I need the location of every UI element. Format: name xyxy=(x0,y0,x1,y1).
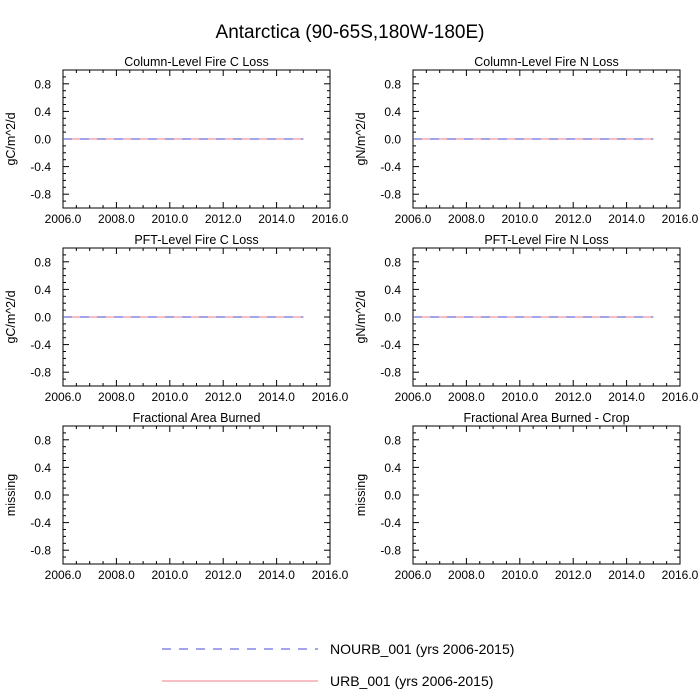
y-tick-label: -0.4 xyxy=(380,516,401,530)
x-tick-label: 2006.0 xyxy=(45,568,82,582)
x-tick-label: 2006.0 xyxy=(45,390,82,404)
y-tick-label: 0.8 xyxy=(34,77,51,91)
y-tick-label: 0.8 xyxy=(384,255,401,269)
y-axis-label: gN/m^2/d xyxy=(354,112,368,165)
y-tick-label: -0.8 xyxy=(380,366,401,380)
y-tick-label: 0.8 xyxy=(34,433,51,447)
x-tick-label: 2014.0 xyxy=(258,390,295,404)
y-tick-label: 0.0 xyxy=(34,311,51,325)
y-tick-label: 0.4 xyxy=(34,461,51,475)
y-tick-label: 0.8 xyxy=(34,255,51,269)
x-tick-label: 2014.0 xyxy=(608,568,645,582)
y-tick-label: -0.8 xyxy=(380,188,401,202)
legend-label-urb: URB_001 (yrs 2006-2015) xyxy=(330,673,494,689)
x-tick-label: 2008.0 xyxy=(448,390,485,404)
y-tick-label: 0.0 xyxy=(384,133,401,147)
panel-title: Column-Level Fire N Loss xyxy=(474,55,619,69)
x-tick-label: 2012.0 xyxy=(555,390,592,404)
x-tick-label: 2006.0 xyxy=(395,568,432,582)
y-axis-label: missing xyxy=(4,474,18,516)
x-tick-label: 2016.0 xyxy=(312,568,349,582)
y-tick-label: -0.8 xyxy=(30,544,51,558)
y-tick-label: 0.8 xyxy=(384,77,401,91)
y-tick-label: 0.4 xyxy=(384,461,401,475)
legend-item-nourb: NOURB_001 (yrs 2006-2015) xyxy=(160,638,580,660)
y-axis-label: gC/m^2/d xyxy=(4,290,18,343)
legend-item-urb: URB_001 (yrs 2006-2015) xyxy=(160,670,580,692)
x-tick-label: 2008.0 xyxy=(98,390,135,404)
x-tick-label: 2006.0 xyxy=(395,212,432,226)
x-tick-label: 2010.0 xyxy=(151,390,188,404)
x-tick-label: 2016.0 xyxy=(662,212,699,226)
legend-swatch-solid xyxy=(162,680,318,682)
x-tick-label: 2006.0 xyxy=(45,212,82,226)
x-tick-label: 2014.0 xyxy=(258,212,295,226)
y-axis-label: missing xyxy=(354,474,368,516)
y-tick-label: -0.4 xyxy=(380,160,401,174)
x-tick-label: 2014.0 xyxy=(258,568,295,582)
y-tick-label: 0.0 xyxy=(34,489,51,503)
x-tick-label: 2012.0 xyxy=(205,390,242,404)
plot-frame xyxy=(62,425,331,565)
y-tick-label: 0.8 xyxy=(384,433,401,447)
y-tick-label: -0.8 xyxy=(30,366,51,380)
x-tick-label: 2006.0 xyxy=(395,390,432,404)
y-tick-label: -0.4 xyxy=(30,516,51,530)
x-tick-label: 2010.0 xyxy=(151,212,188,226)
y-tick-label: -0.8 xyxy=(380,544,401,558)
x-tick-label: 2012.0 xyxy=(555,212,592,226)
x-tick-label: 2008.0 xyxy=(98,568,135,582)
y-tick-label: 0.0 xyxy=(384,489,401,503)
y-tick-label: 0.4 xyxy=(384,283,401,297)
x-tick-label: 2010.0 xyxy=(501,390,538,404)
x-tick-label: 2010.0 xyxy=(501,568,538,582)
panel-2: Column-Level Fire N Loss gN/m^2/d 2006.0 20… xyxy=(354,55,699,226)
y-axis-label: gC/m^2/d xyxy=(4,112,18,165)
x-tick-label: 2008.0 xyxy=(98,212,135,226)
x-tick-label: 2014.0 xyxy=(608,212,645,226)
x-tick-label: 2016.0 xyxy=(662,390,699,404)
y-axis-label: gN/m^2/d xyxy=(354,290,368,343)
panel-title: Column-Level Fire C Loss xyxy=(124,55,269,69)
panel-3: PFT-Level Fire C Loss gC/m^2/d 2006.0 2008.… xyxy=(4,233,349,404)
panel-title: PFT-Level Fire N Loss xyxy=(484,233,608,247)
x-tick-label: 2008.0 xyxy=(448,568,485,582)
panel-title: PFT-Level Fire C Loss xyxy=(134,233,258,247)
y-tick-label: -0.4 xyxy=(30,338,51,352)
y-tick-label: 0.4 xyxy=(34,283,51,297)
x-tick-label: 2016.0 xyxy=(312,390,349,404)
figure-title: Antarctica (90-65S,180W-180E) xyxy=(215,22,485,43)
y-tick-label: 0.4 xyxy=(384,105,401,119)
y-tick-label: 0.0 xyxy=(34,133,51,147)
legend: NOURB_001 (yrs 2006-2015) URB_001 (yrs 2… xyxy=(160,636,580,696)
x-tick-label: 2012.0 xyxy=(555,568,592,582)
plot-grid: Column-Level Fire C Loss gC/m^2/d 2006.0 20… xyxy=(4,55,699,582)
panel-5: Fractional Area Burned missing 2006.0 2008.… xyxy=(4,411,349,582)
panel-title: Fractional Area Burned xyxy=(133,411,261,425)
x-tick-label: 2014.0 xyxy=(608,390,645,404)
legend-label-nourb: NOURB_001 (yrs 2006-2015) xyxy=(330,641,515,657)
y-tick-label: 0.0 xyxy=(384,311,401,325)
x-tick-label: 2008.0 xyxy=(448,212,485,226)
panel-1: Column-Level Fire C Loss gC/m^2/d 2006.0 20… xyxy=(4,55,349,226)
y-tick-label: 0.4 xyxy=(34,105,51,119)
legend-swatch-dashed xyxy=(162,648,318,650)
x-tick-label: 2016.0 xyxy=(662,568,699,582)
x-tick-label: 2012.0 xyxy=(205,212,242,226)
x-tick-label: 2012.0 xyxy=(205,568,242,582)
y-tick-label: -0.8 xyxy=(30,188,51,202)
panel-6: Fractional Area Burned - Crop missing 2006… xyxy=(354,411,699,582)
panel-title: Fractional Area Burned - Crop xyxy=(463,411,629,425)
x-tick-label: 2010.0 xyxy=(151,568,188,582)
plot-frame xyxy=(412,425,681,565)
x-tick-label: 2016.0 xyxy=(312,212,349,226)
y-tick-label: -0.4 xyxy=(30,160,51,174)
y-tick-label: -0.4 xyxy=(380,338,401,352)
x-tick-label: 2010.0 xyxy=(501,212,538,226)
panel-4: PFT-Level Fire N Loss gN/m^2/d 2006.0 2008.… xyxy=(354,233,699,404)
